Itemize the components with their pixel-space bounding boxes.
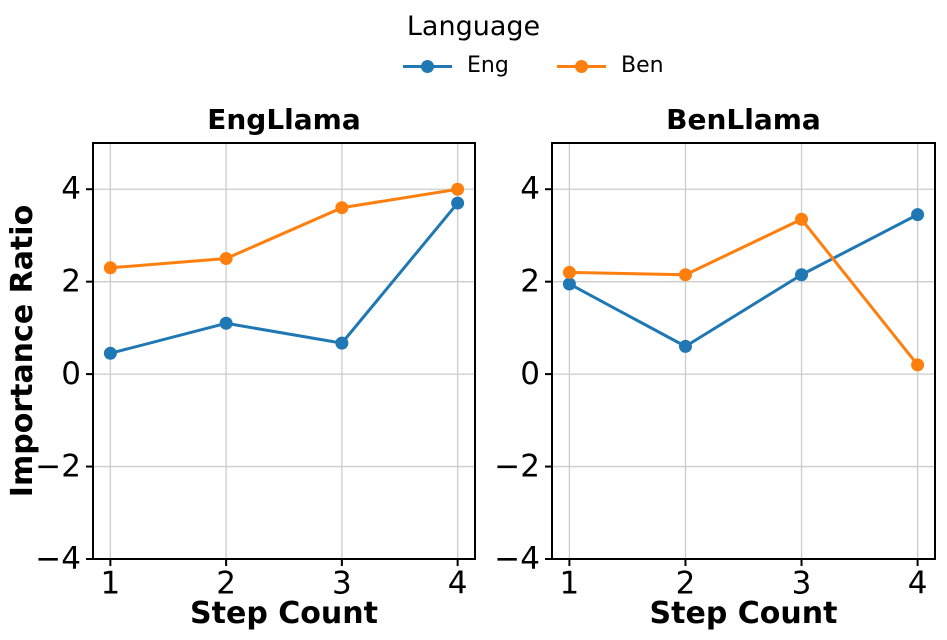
legend-dot-icon — [575, 59, 588, 73]
data-point-eng — [103, 346, 117, 360]
y-tick-label: −2 — [35, 449, 81, 485]
series-line-eng — [568, 213, 919, 348]
legend-label-eng: Eng — [467, 53, 509, 78]
data-point-eng — [562, 277, 576, 291]
data-point-eng — [451, 196, 465, 210]
y-tick-label: 0 — [520, 356, 540, 392]
y-tick-label: 4 — [520, 171, 540, 207]
data-point-ben — [335, 201, 349, 215]
series-line-ben — [110, 187, 458, 270]
data-point-eng — [795, 268, 809, 282]
x-tick-label: 3 — [792, 565, 812, 601]
ben-line-marker-icon — [557, 53, 606, 79]
legend-title: Language — [406, 11, 541, 42]
y-tick-label: 2 — [61, 264, 81, 300]
series-line-eng — [109, 202, 459, 355]
data-point-eng — [335, 336, 349, 350]
data-point-ben — [103, 261, 117, 275]
series-line-ben — [569, 217, 919, 366]
x-tick-label: 3 — [332, 565, 352, 601]
legend-item-eng: Eng — [403, 53, 509, 79]
x-tick-label: 2 — [676, 565, 696, 601]
data-point-ben — [219, 252, 233, 266]
plot-area-engllama: 1 2 3 4 4 2 0 −2 −4 — [35, 142, 476, 601]
x-axis-label-left: Step Count — [190, 596, 378, 631]
data-point-ben — [678, 268, 692, 282]
plot-area-benllama: 1 2 3 4 4 2 0 −2 −4 — [494, 142, 936, 601]
legend-label-ben: Ben — [621, 53, 664, 78]
eng-line-marker-icon — [403, 53, 452, 79]
axes-spine — [92, 142, 476, 560]
legend-item-ben: Ben — [557, 53, 664, 79]
data-point-eng — [219, 316, 233, 330]
y-tick-label: 0 — [61, 356, 81, 392]
panel-title-engllama: EngLlama — [207, 103, 361, 136]
y-tick-label: 4 — [61, 171, 81, 207]
x-tick-label: 4 — [908, 565, 928, 601]
x-axis-label-right: Step Count — [649, 596, 838, 631]
x-tick-label: 1 — [560, 565, 580, 601]
y-tick-label: −4 — [35, 541, 81, 577]
panel-title-benllama: BenLlama — [666, 103, 821, 136]
x-tick-label: 4 — [448, 565, 468, 601]
x-tick-label: 2 — [216, 565, 236, 601]
data-point-eng — [911, 208, 925, 222]
data-point-ben — [562, 265, 576, 279]
y-tick-label: 2 — [520, 264, 540, 300]
data-point-ben — [911, 358, 925, 372]
data-point-ben — [795, 212, 809, 226]
legend-dot-icon — [421, 59, 434, 73]
data-point-ben — [451, 182, 465, 196]
x-tick-label: 1 — [100, 565, 120, 601]
axes-spine — [551, 142, 936, 560]
y-tick-label: −4 — [494, 541, 540, 577]
data-point-eng — [678, 339, 692, 353]
y-tick-label: −2 — [494, 449, 540, 485]
